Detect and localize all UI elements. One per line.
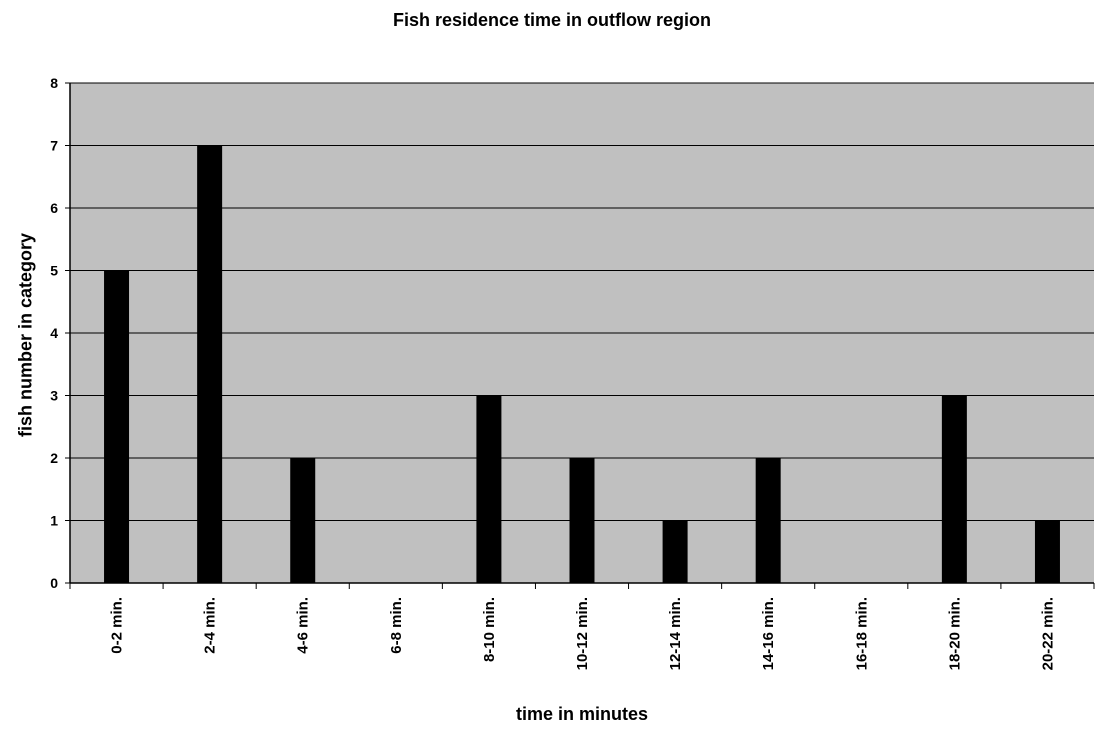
bar: [476, 395, 502, 583]
x-tick-label: 12-14 min.: [667, 597, 684, 670]
y-tick-label: 0: [50, 575, 58, 591]
x-tick-label: 20-22 min.: [1039, 597, 1056, 670]
bar: [104, 270, 130, 583]
x-tick-label: 10-12 min.: [574, 597, 591, 670]
y-tick-label: 6: [50, 200, 58, 216]
x-tick-label: 16-18 min.: [853, 597, 870, 670]
y-tick-label: 1: [50, 513, 58, 529]
y-tick-label: 2: [50, 450, 58, 466]
bar: [941, 395, 967, 583]
y-tick-label: 4: [50, 325, 58, 341]
bar: [1034, 520, 1060, 583]
y-tick-label: 7: [50, 138, 58, 154]
x-tick-label: 6-8 min.: [388, 597, 405, 654]
x-tick-label: 8-10 min.: [481, 597, 498, 662]
bar: [662, 520, 688, 583]
x-tick-label: 14-16 min.: [760, 597, 777, 670]
x-tick-label: 18-20 min.: [946, 597, 963, 670]
bar: [755, 458, 781, 583]
x-tick-label: 4-6 min.: [295, 597, 312, 654]
chart-title: Fish residence time in outflow region: [392, 10, 712, 30]
y-tick-label: 3: [50, 388, 58, 404]
bar: [569, 458, 595, 583]
bar: [290, 458, 316, 583]
x-axis-label: time in minutes: [515, 704, 649, 724]
y-tick-label: 8: [50, 75, 58, 91]
x-tick-label: 2-4 min.: [202, 597, 219, 654]
x-tick-label: 0-2 min.: [109, 597, 126, 654]
bar: [197, 145, 223, 583]
y-tick-label: 5: [50, 263, 58, 279]
